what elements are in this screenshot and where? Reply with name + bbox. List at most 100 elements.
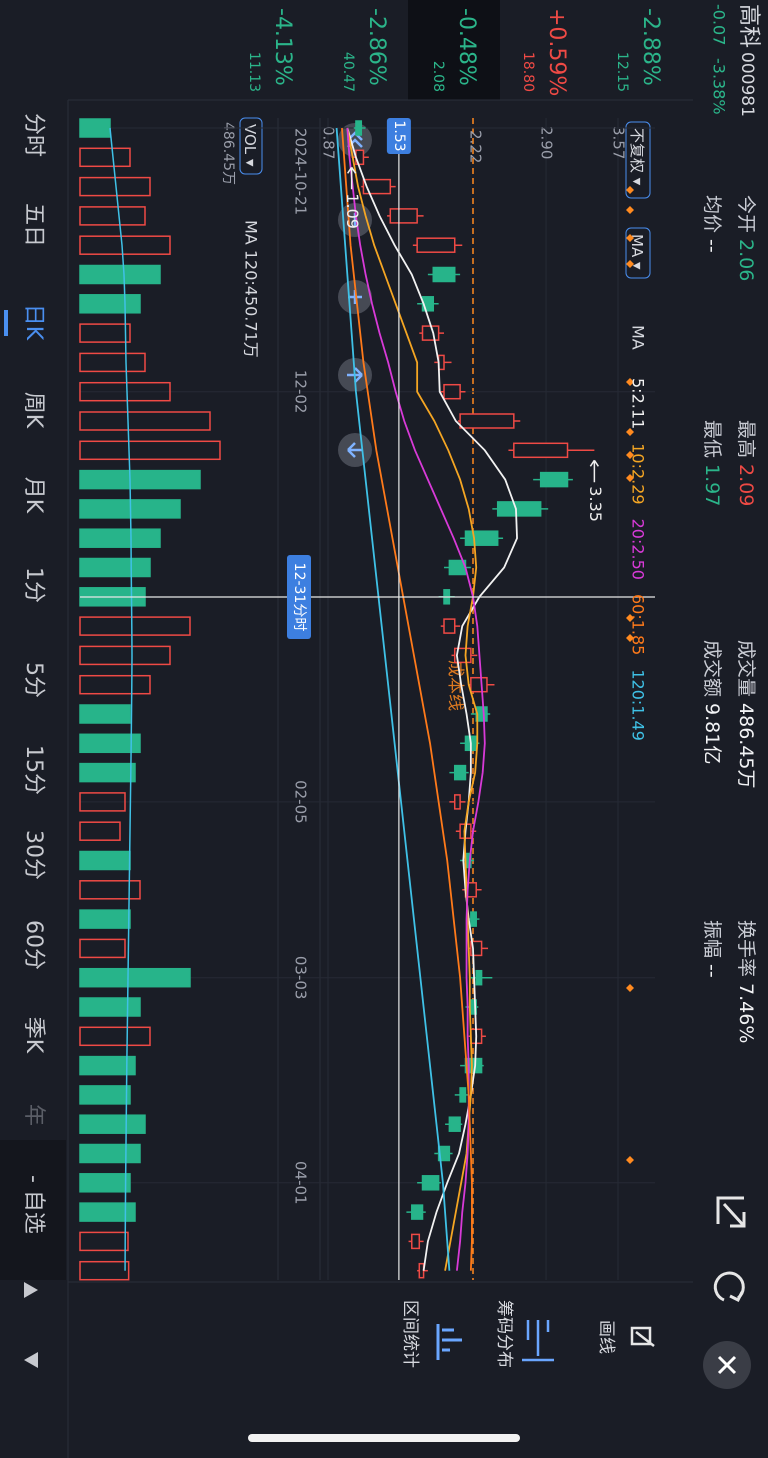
volume-bar <box>79 352 146 373</box>
ma-button[interactable] <box>625 227 651 279</box>
volume-bar <box>79 967 191 988</box>
volume-bar <box>79 909 131 929</box>
candle-body <box>448 1116 461 1132</box>
draw-icon[interactable] <box>630 1326 655 1347</box>
crosshair-price: 1.53 <box>391 120 407 151</box>
candle-body <box>470 676 488 693</box>
volume-bar <box>79 206 146 226</box>
candle-body <box>443 383 461 400</box>
watch-pct[interactable]: -0.48% <box>454 8 479 86</box>
next-arrow[interactable] <box>24 1352 38 1368</box>
candle-body <box>432 266 456 283</box>
chip-icon[interactable] <box>522 1320 554 1362</box>
watch-price: 11.13 <box>246 52 262 92</box>
close-icon <box>717 1355 737 1375</box>
x-tick-label: 04-01 <box>292 1161 310 1205</box>
tool-label[interactable]: 筹码分布 <box>494 1300 514 1368</box>
candle-body <box>389 208 418 224</box>
field: 成交量486.45万 <box>736 640 758 789</box>
candle-body <box>464 530 499 546</box>
volume-bar <box>79 1202 136 1222</box>
prev-arrow[interactable] <box>24 1282 38 1298</box>
change-pct: -3.38% <box>710 58 729 115</box>
volume-bar <box>79 235 171 255</box>
watch-add[interactable]: - 自选 <box>21 1175 46 1234</box>
crosshair-date-box <box>287 555 311 639</box>
period-tab-active[interactable]: 日K <box>21 304 46 341</box>
crosshair-date: 12-31分时 <box>291 563 307 632</box>
candle-body <box>453 647 472 664</box>
volume-bar <box>79 792 126 812</box>
stats-icon[interactable] <box>436 1324 462 1360</box>
volume-bar <box>79 880 141 900</box>
tool-label[interactable]: 区间统计 <box>400 1300 420 1368</box>
active-underline <box>4 310 8 336</box>
field: 均价-- <box>702 195 724 253</box>
watch-price: 40.47 <box>340 52 356 92</box>
volume-bar <box>79 616 191 636</box>
tool-label[interactable]: 画线 <box>596 1320 616 1354</box>
y-tick-label: 3.57 <box>610 126 628 159</box>
price-mode[interactable]: 不复权 ▾ <box>629 128 647 186</box>
period-tab[interactable]: 分时 <box>21 113 46 157</box>
refresh-icon[interactable] <box>713 1271 745 1303</box>
candle-body <box>459 413 515 429</box>
volume-bar <box>79 704 131 724</box>
period-tab[interactable]: 月K <box>21 477 46 514</box>
period-tab[interactable]: 周K <box>21 392 46 429</box>
home-indicator <box>248 1434 520 1442</box>
candle-body <box>418 1262 425 1279</box>
watch-price: 12.15 <box>614 52 630 92</box>
field: 换手率7.46% <box>736 920 758 1043</box>
candle-body <box>453 764 467 781</box>
ma-legend: 5:2.11 <box>629 378 648 429</box>
y-tick-label: 0.87 <box>320 126 338 159</box>
period-tab[interactable]: 30分 <box>21 830 46 880</box>
watch-pct[interactable]: -2.86% <box>364 8 389 86</box>
volume-bar <box>79 1055 136 1076</box>
x-tick-label: 12-02 <box>292 370 310 414</box>
watch-price: 18.80 <box>520 52 536 92</box>
ma-line <box>346 127 486 1271</box>
candle-body <box>437 1145 451 1162</box>
crosshair-price-box <box>386 118 411 154</box>
period-tab[interactable]: 60分 <box>21 920 46 970</box>
period-tab[interactable]: 5分 <box>21 662 46 698</box>
period-tab[interactable]: 15分 <box>21 745 46 795</box>
volume-bar <box>79 1114 146 1134</box>
volume-bar <box>79 469 201 490</box>
vol-button[interactable] <box>239 117 263 175</box>
candle-body <box>443 618 456 634</box>
watch-pct[interactable]: -4.13% <box>270 8 295 86</box>
period-tab[interactable]: 五日 <box>21 203 46 247</box>
volume-bar <box>79 147 131 168</box>
volume-bar <box>79 733 141 754</box>
ma-line <box>341 127 473 1271</box>
price-mode-button[interactable] <box>625 121 651 199</box>
volume-bar <box>79 1085 131 1105</box>
ma-legend: 120:1.49 <box>629 669 648 741</box>
period-tab[interactable]: 季K <box>21 1017 46 1054</box>
event-markers <box>626 186 634 1164</box>
period-tab[interactable]: 年 <box>21 1104 46 1126</box>
volume-bar <box>79 411 211 431</box>
watch-pct[interactable]: -2.88% <box>638 8 663 86</box>
watch-pct[interactable]: +0.59% <box>544 8 569 96</box>
volume-bar <box>79 528 161 548</box>
volume-bar <box>79 1143 141 1164</box>
ma-legend: 20:2.50 <box>629 519 648 580</box>
candle-body <box>459 1087 467 1103</box>
ma-prefix: MA <box>629 325 648 350</box>
volume-bar <box>79 440 221 461</box>
vol-button-label[interactable]: VOL ▾ <box>242 124 260 167</box>
expand-icon[interactable] <box>716 1196 746 1228</box>
candle-body <box>453 794 461 810</box>
stock-code: 000981 <box>737 52 757 117</box>
candle-body <box>513 442 569 459</box>
volume-bar <box>79 850 131 871</box>
ma-button-label[interactable]: MA ▾ <box>629 234 647 270</box>
period-tab[interactable]: 1分 <box>21 567 46 603</box>
